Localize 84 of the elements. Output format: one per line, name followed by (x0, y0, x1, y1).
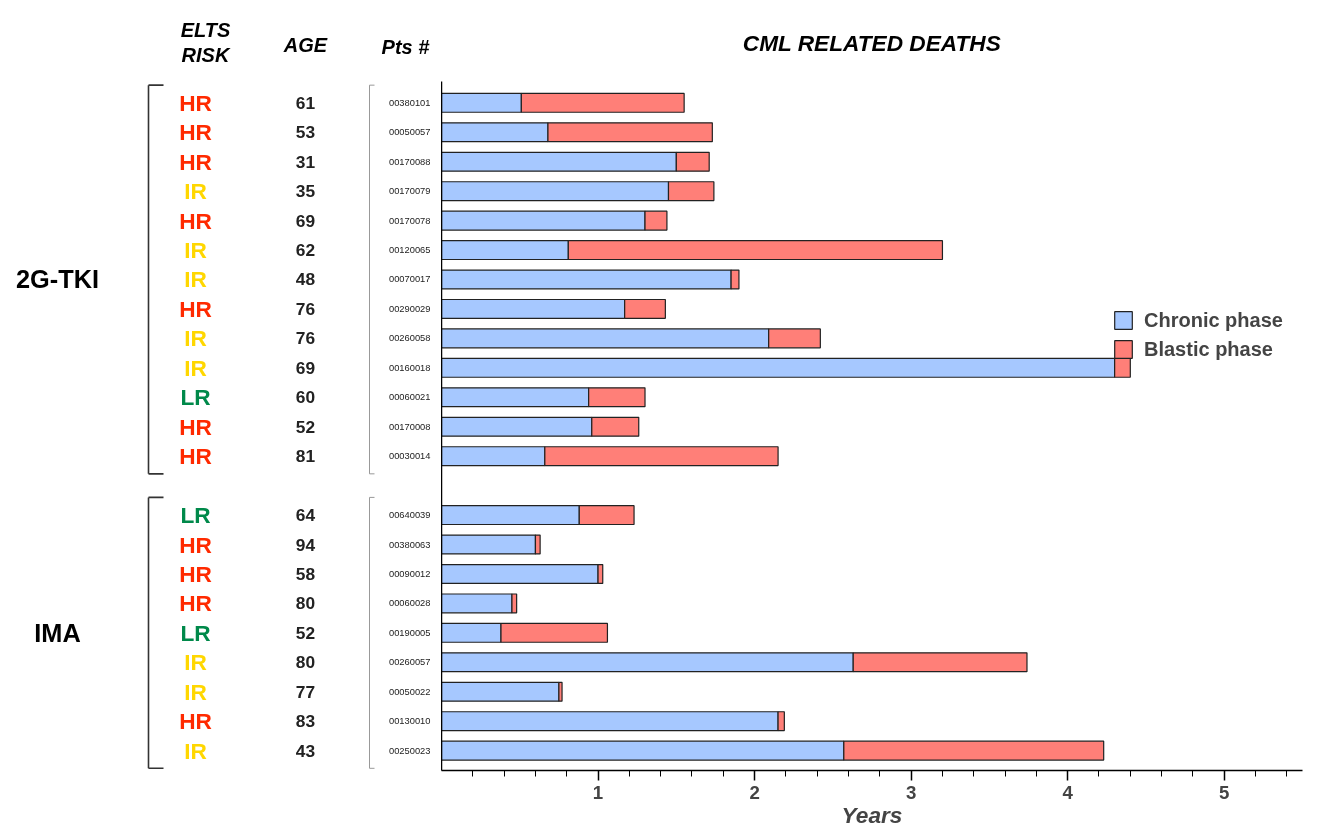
x-axis-title: Years (841, 801, 903, 828)
y-tick-label: 00090012 (389, 568, 431, 579)
text: 35 (295, 181, 316, 202)
text: IR (184, 649, 207, 676)
x-tick-label: 1 (592, 781, 604, 803)
text: 61 (295, 92, 316, 113)
text: 58 (295, 563, 316, 584)
text: HR (179, 708, 212, 735)
y-tick-label: 00050022 (389, 686, 431, 697)
bar (441, 534, 537, 555)
text: HR (179, 148, 212, 175)
y-tick-label: 00070017 (389, 274, 431, 285)
text: HR (179, 443, 212, 470)
text: 60 (295, 387, 316, 408)
text: 43 (295, 740, 316, 761)
text: 2G-TKI (15, 265, 100, 294)
y-tick-label: 00380101 (389, 97, 431, 108)
y-tick-label: 00060021 (389, 392, 431, 403)
y-tick-label: 00260058 (389, 333, 431, 344)
x-tick-label: 2 (749, 781, 760, 803)
bar (441, 593, 513, 614)
text: 94 (295, 534, 316, 555)
y-tick-label: 00130010 (389, 716, 431, 727)
text: HR (179, 207, 212, 234)
text: 53 (295, 122, 316, 143)
y-tick-label: 00170078 (389, 215, 431, 226)
y-tick-label: 00250023 (389, 745, 431, 756)
y-tick-label: 00190005 (389, 627, 431, 638)
y-tick-label: 00030014 (389, 451, 431, 462)
text: HR (179, 413, 212, 440)
text: 81 (295, 446, 316, 467)
text: LR (180, 502, 211, 529)
text: IR (184, 178, 207, 205)
text: HR (179, 89, 212, 116)
text: IR (184, 354, 207, 381)
text: LR (180, 384, 211, 411)
text: IR (184, 737, 207, 764)
text: 48 (295, 269, 316, 290)
y-tick-label: 00120065 (389, 245, 431, 256)
text: IMA (34, 618, 81, 647)
text: 69 (295, 210, 316, 231)
legend-label: Chronic phase (1144, 308, 1283, 332)
legend-label: Blastic phase (1144, 337, 1273, 361)
text: 83 (295, 711, 316, 732)
y-tick-label: 00290029 (389, 303, 431, 314)
y-tick-label: 00170088 (389, 156, 431, 167)
text: 69 (295, 357, 316, 378)
bar (441, 681, 560, 702)
text: HR (179, 560, 212, 587)
text: 80 (295, 593, 316, 614)
text: AGE (282, 34, 328, 57)
y-tick-label: 00170079 (389, 186, 431, 197)
text: 76 (295, 328, 316, 349)
text: 80 (295, 652, 316, 673)
text: HR (179, 590, 212, 617)
text: 52 (295, 622, 316, 643)
y-tick-label: 00060028 (389, 598, 431, 609)
text: 77 (295, 681, 316, 702)
text: IR (184, 325, 207, 352)
y-tick-label: 00160018 (389, 362, 431, 373)
y-tick-label: 00050057 (389, 127, 431, 138)
text: ELTS RISK (180, 18, 231, 66)
bar (441, 563, 599, 584)
text: 76 (295, 298, 316, 319)
text: Pts # (381, 36, 431, 59)
y-tick-label: 00170008 (389, 421, 431, 432)
y-tick-label: 00380063 (389, 539, 431, 550)
text: HR (179, 119, 212, 146)
text: HR (179, 295, 212, 322)
text: IR (184, 266, 207, 293)
x-tick-label: 4 (1062, 781, 1074, 803)
text: LR (180, 619, 211, 646)
text: IR (184, 678, 207, 705)
text: HR (179, 531, 212, 558)
chart-title: CML RELATED DEATHS (742, 30, 1001, 57)
text: 64 (295, 505, 316, 526)
text: IR (184, 237, 207, 264)
text: 62 (295, 240, 316, 261)
text: 52 (295, 416, 316, 437)
x-tick-label: 5 (1219, 781, 1230, 803)
text: 31 (295, 151, 316, 172)
x-tick-label: 3 (905, 781, 917, 803)
y-tick-label: 00640039 (389, 510, 431, 521)
y-tick-label: 00260057 (389, 657, 431, 668)
